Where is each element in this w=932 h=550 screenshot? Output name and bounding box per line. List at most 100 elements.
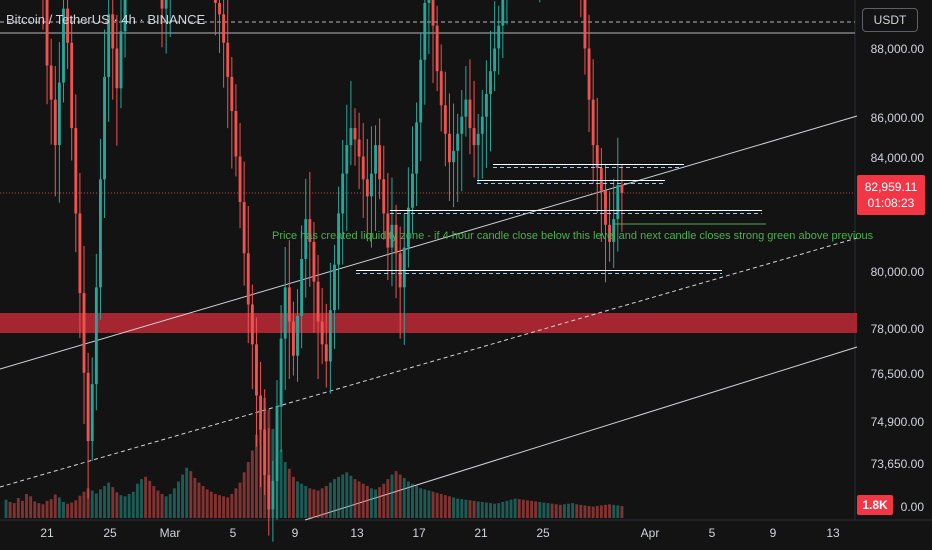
volume-bar — [74, 500, 78, 518]
volume-bar — [66, 503, 70, 518]
volume-bar — [521, 499, 525, 518]
candle-body — [57, 82, 61, 146]
volume-bar — [275, 439, 279, 518]
volume-bar — [29, 496, 33, 518]
volume-bar — [312, 489, 316, 518]
candle-body — [328, 310, 332, 362]
volume-bar — [320, 488, 324, 518]
volume-bar — [394, 471, 398, 518]
volume-bar — [431, 491, 435, 518]
volume-bar — [567, 503, 570, 518]
volume-bar — [439, 494, 443, 518]
x-tick-label: 21 — [40, 526, 54, 540]
candle-body — [242, 202, 246, 254]
candle-body — [111, 14, 115, 49]
volume-bar — [472, 500, 476, 518]
volume-bar — [530, 500, 533, 518]
volume-bar — [591, 506, 595, 518]
volume-bar — [185, 467, 189, 518]
volume-bar — [571, 503, 575, 518]
candle-body — [82, 293, 86, 373]
x-tick-label: 5 — [708, 526, 716, 540]
volume-bar — [4, 499, 8, 518]
candle-body — [501, 0, 505, 26]
candle-body — [160, 0, 164, 9]
volume-bar — [575, 504, 579, 518]
volume-bar — [168, 494, 172, 518]
volume-tag: 1.8K — [857, 495, 893, 515]
candle-body — [427, 0, 431, 3]
candle-body — [255, 344, 258, 396]
volume-bar — [148, 480, 152, 518]
volume-bar — [287, 468, 291, 518]
volume-bar — [509, 499, 513, 518]
candle-body — [390, 224, 394, 248]
candle-body — [296, 315, 299, 356]
candle-body — [291, 321, 295, 356]
candle-body — [583, 0, 587, 49]
volume-bar — [152, 486, 156, 518]
volume-bar — [476, 501, 480, 518]
volume-bar — [316, 490, 320, 518]
liquidity-annotation[interactable]: Price has created liquidity zone - if 4 … — [272, 230, 874, 242]
volume-bar — [341, 474, 345, 518]
volume-bar — [49, 499, 53, 518]
volume-bar — [209, 491, 213, 518]
candle-body — [357, 139, 361, 157]
volume-bar — [464, 499, 468, 518]
candle-body — [337, 213, 341, 265]
volume-bar — [86, 488, 90, 518]
candle-body — [349, 128, 353, 146]
volume-bar — [259, 420, 263, 518]
candle-body — [238, 156, 242, 203]
volume-bar — [90, 490, 94, 518]
candle-body — [115, 48, 119, 89]
volume-bar — [78, 495, 82, 518]
volume-bar — [337, 476, 341, 518]
volume-bar — [222, 496, 226, 518]
candle-body — [49, 65, 53, 100]
volume-bar — [189, 471, 193, 518]
candle-body — [103, 76, 106, 180]
candle-body — [402, 247, 406, 288]
candle-body — [587, 48, 591, 100]
volume-bar — [419, 488, 423, 518]
volume-bar — [263, 398, 267, 518]
volume-bar — [378, 487, 382, 518]
volume-bar — [460, 499, 464, 518]
volume-bar — [411, 483, 414, 518]
candle-body — [386, 213, 390, 248]
volume-bar — [160, 494, 164, 518]
volume-bar — [164, 496, 168, 518]
volume-bar — [279, 449, 283, 518]
x-tick-label: 17 — [412, 526, 426, 540]
candle-body — [230, 76, 234, 112]
support-zone — [0, 313, 857, 333]
candle-body — [312, 241, 316, 282]
volume-bar — [242, 472, 246, 518]
currency-button[interactable]: USDT — [862, 8, 918, 32]
candle-body — [86, 372, 90, 442]
x-tick-label: 25 — [536, 526, 550, 540]
volume-bar — [111, 487, 115, 518]
candle-body — [411, 173, 414, 208]
candle-body — [107, 14, 111, 77]
candle-body — [62, 8, 65, 83]
candle-body — [419, 59, 423, 123]
candle-body — [443, 105, 447, 134]
volume-bar — [328, 482, 332, 518]
volume-bar — [33, 501, 37, 518]
candle-body — [287, 287, 291, 322]
volume-bar — [353, 479, 357, 518]
candle-body — [480, 116, 484, 134]
candle-body — [476, 133, 480, 146]
volume-bar — [12, 503, 16, 518]
volume-bar — [304, 486, 308, 518]
volume-bar — [562, 504, 566, 518]
x-tick-label: Mar — [159, 526, 181, 540]
volume-bar — [550, 503, 554, 518]
candle-body — [283, 287, 287, 339]
candle-body — [464, 99, 468, 117]
